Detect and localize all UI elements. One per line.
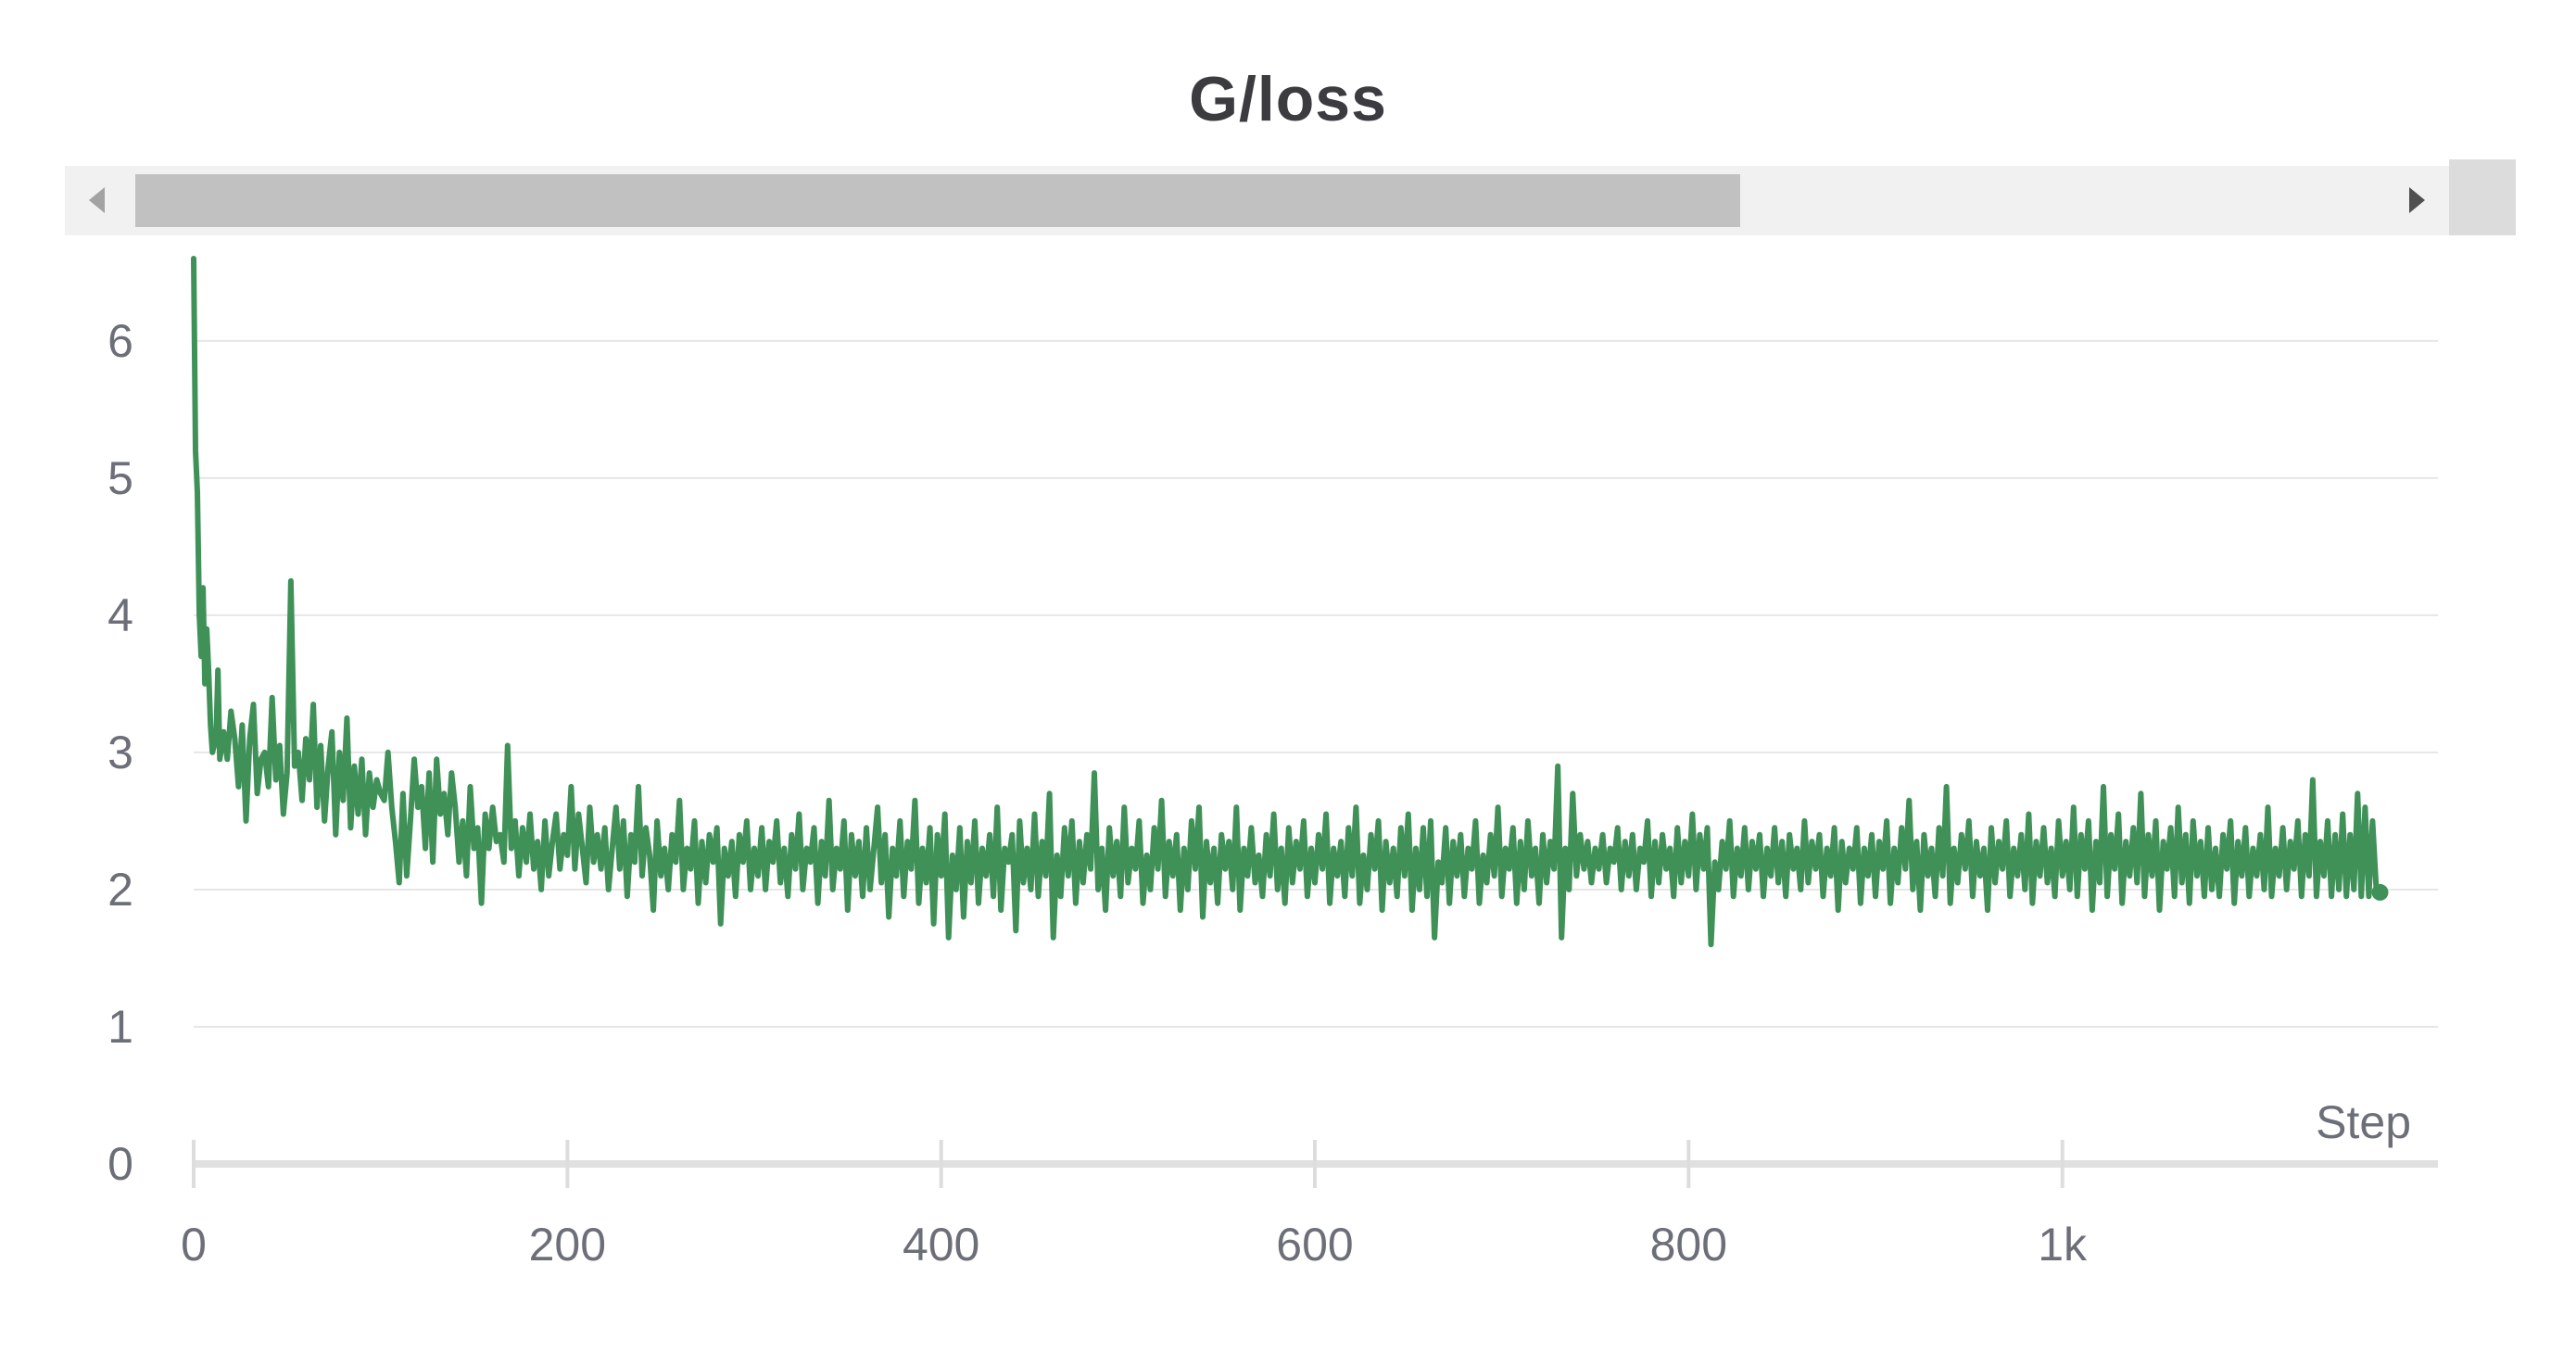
y-tick-label: 0 (107, 1138, 133, 1190)
y-tick-label: 5 (107, 452, 133, 504)
x-tick-label: 1k (2038, 1219, 2088, 1271)
scrollbar-thumb[interactable] (135, 174, 1740, 227)
x-tick-label: 200 (529, 1219, 606, 1271)
x-axis-label: Step (2316, 1096, 2411, 1148)
gridlines (194, 339, 2438, 1028)
x-tick-label: 600 (1276, 1219, 1353, 1271)
x-tick-label: 400 (903, 1219, 979, 1271)
series-endpoint-marker (2371, 883, 2389, 901)
y-tick-label: 4 (107, 589, 133, 641)
y-tick-label: 2 (107, 864, 133, 916)
y-tick-label: 1 (107, 1001, 133, 1053)
series-line (191, 256, 2383, 948)
x-tick-label: 800 (1650, 1219, 1727, 1271)
y-axis: 0 1 2 3 4 5 6 (107, 315, 133, 1190)
horizontal-scrollbar[interactable] (65, 159, 2516, 235)
scrollbar-corner (2449, 159, 2516, 235)
series-layer (191, 256, 2389, 948)
triangle-left-icon[interactable] (65, 166, 130, 235)
triangle-right-icon[interactable] (2384, 166, 2449, 235)
x-tick-label: 0 (181, 1219, 207, 1271)
chart-title: G/loss (1189, 64, 1387, 134)
x-axis: 0 200 400 600 800 1k (181, 1140, 2438, 1271)
y-tick-label: 3 (107, 727, 133, 778)
y-tick-label: 6 (107, 315, 133, 367)
